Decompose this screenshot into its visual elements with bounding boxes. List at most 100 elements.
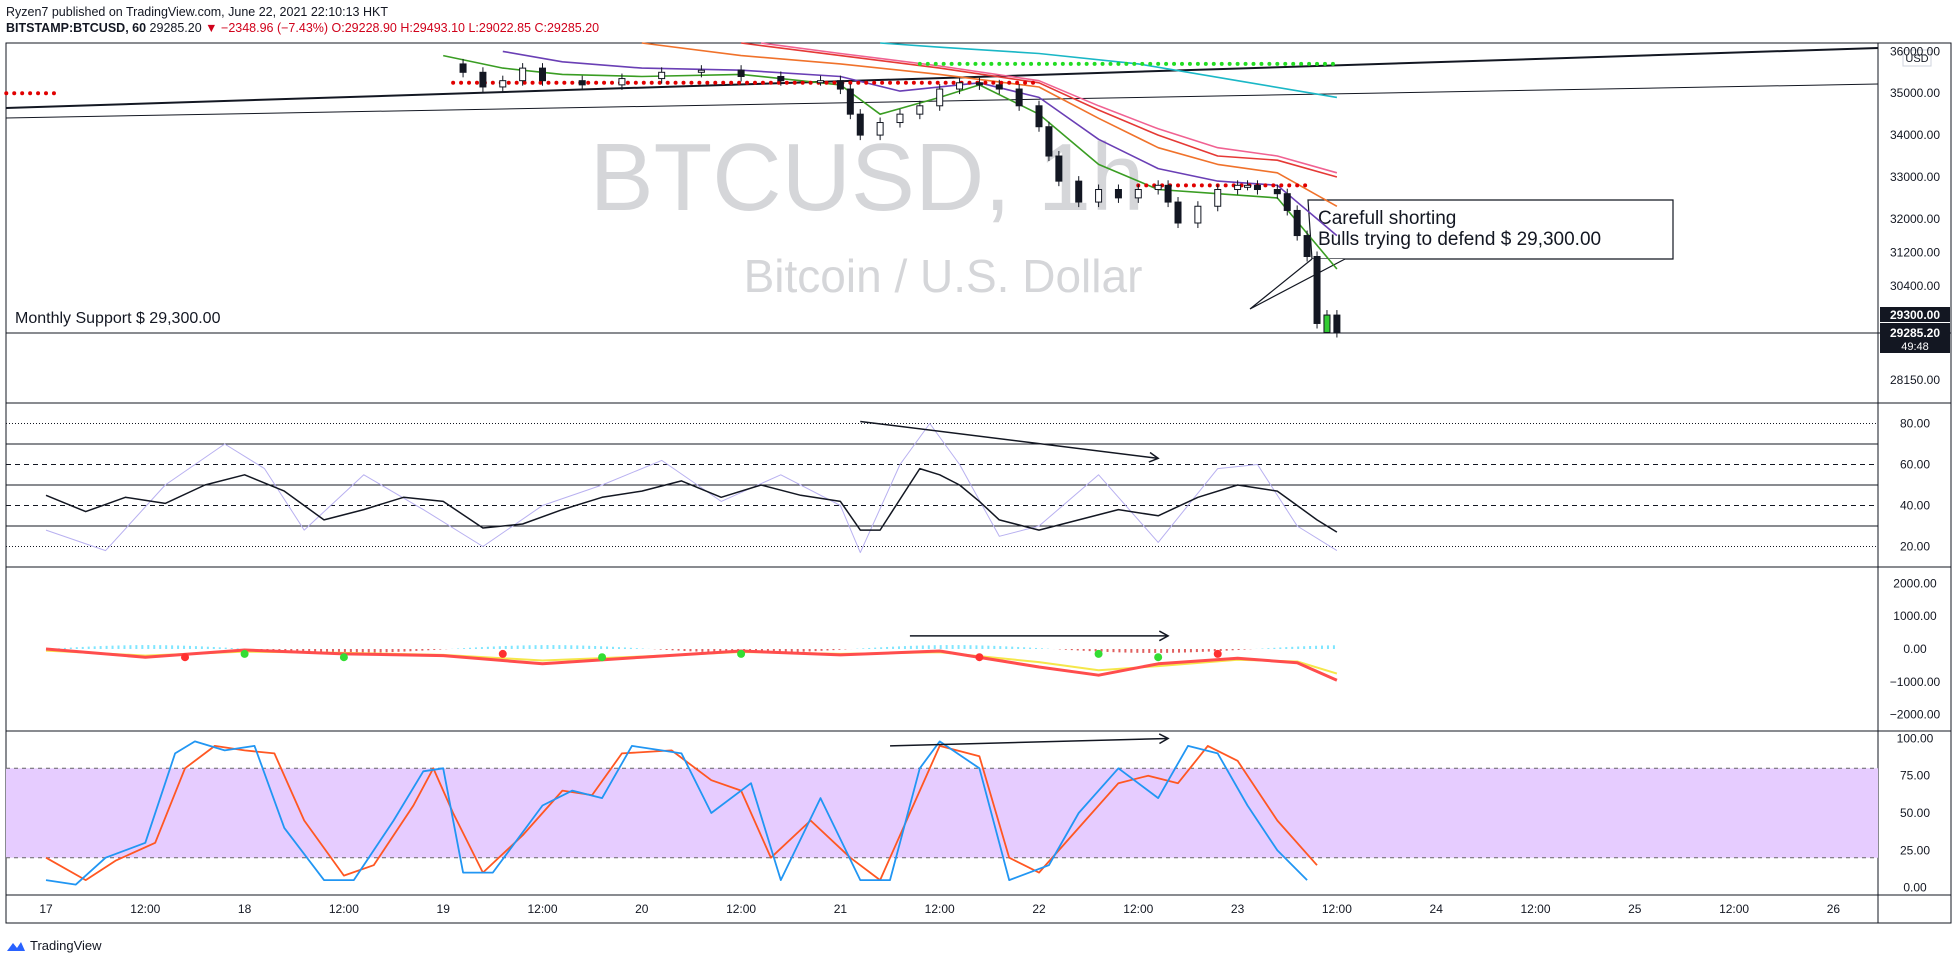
resistance-dot [1015, 80, 1020, 85]
macd-histogram-bar [814, 649, 817, 652]
macd-tick-label: 2000.00 [1893, 576, 1937, 590]
rsi-tick-label: 80.00 [1900, 417, 1930, 431]
macd-histogram-bar [439, 649, 442, 650]
tradingview-footer[interactable]: TradingView [6, 938, 102, 953]
macd-tick-label: −1000.00 [1890, 675, 1941, 689]
currency-badge[interactable] [1902, 49, 1932, 67]
currency-label: USD [1905, 53, 1928, 65]
resistance-dot [649, 80, 654, 85]
macd-histogram-bar [612, 646, 615, 649]
macd-histogram-bar [129, 645, 132, 649]
time-tick-label: 12:00 [527, 902, 557, 916]
resistance-dot [697, 80, 702, 85]
callout-line1: Carefull shorting [1318, 208, 1456, 229]
support-dot [1267, 61, 1272, 66]
watermark-subtitle: Bitcoin / U.S. Dollar [744, 250, 1143, 302]
support-dot [1243, 61, 1248, 66]
macd-histogram-bar [1023, 647, 1026, 649]
macd-histogram-bar [302, 649, 305, 652]
resistance-dot [1287, 183, 1292, 188]
candle-body [479, 71, 487, 88]
macd-histogram-bar [695, 649, 698, 652]
resistance-dot [586, 80, 591, 85]
macd-histogram-bar [421, 649, 424, 651]
support-dot [989, 61, 994, 66]
macd-histogram-bar [981, 645, 984, 649]
support-dot [997, 61, 1002, 66]
macd-histogram-bar [665, 649, 668, 650]
macd-histogram-bar [1183, 649, 1186, 653]
support-dot [1172, 61, 1177, 66]
resistance-dot [522, 80, 527, 85]
resistance-dot [1199, 183, 1204, 188]
macd-histogram-bar [552, 645, 555, 649]
resistance-dot [1279, 183, 1284, 188]
candle-body [995, 84, 1003, 90]
macd-histogram-bar [713, 649, 716, 653]
time-tick-label: 24 [1430, 902, 1444, 916]
macd-histogram-bar [159, 645, 162, 649]
macd-histogram-bar [921, 645, 924, 649]
resistance-dot [681, 80, 686, 85]
resistance-dot [490, 80, 495, 85]
macd-histogram-bar [480, 647, 483, 649]
trendline-upper[interactable] [5, 47, 1879, 109]
time-tick-label: 12:00 [925, 902, 955, 916]
resistance-dot [760, 80, 765, 85]
last-price: 29285.20 [149, 21, 202, 35]
macd-histogram-bar [600, 646, 603, 649]
macd-cross-dot [181, 653, 190, 662]
macd-histogram-bar [909, 645, 912, 649]
macd-histogram-bar [433, 649, 436, 650]
resistance-dot [554, 80, 559, 85]
support-dot [949, 61, 954, 66]
macd-histogram-bar [355, 649, 358, 653]
macd-histogram-bar [403, 649, 406, 652]
macd-histogram-bar [1267, 648, 1270, 649]
resistance-dot [657, 80, 662, 85]
support-dot [1068, 61, 1073, 66]
resistance-dot [665, 80, 670, 85]
macd-histogram-bar [409, 649, 412, 652]
resistance-dot [832, 80, 837, 85]
stoch-tick-label: 50.00 [1900, 806, 1930, 820]
resistance-dot [1191, 183, 1196, 188]
macd-histogram-bar [939, 645, 942, 649]
macd-histogram-bar [1178, 649, 1181, 653]
support-dot [1037, 61, 1041, 66]
macd-histogram-bar [1094, 649, 1097, 652]
candle-body [697, 69, 705, 73]
candle-body [1313, 255, 1321, 324]
candle-body [1244, 184, 1252, 188]
countdown-value: 49:48 [1901, 341, 1929, 353]
callout-pointer [1249, 258, 1346, 310]
macd-histogram-bar [1017, 646, 1020, 649]
stoch-d-line [45, 745, 1318, 881]
macd-histogram-bar [522, 645, 525, 649]
resistance-dot [1183, 183, 1188, 188]
time-tick-label: 19 [437, 902, 451, 916]
support-dot [965, 61, 970, 66]
macd-histogram-bar [1225, 649, 1228, 651]
candle-body [1293, 209, 1301, 237]
time-tick-label: 20 [635, 902, 649, 916]
time-tick-label: 17 [39, 902, 53, 916]
resistance-dot [872, 80, 877, 85]
macd-histogram-bar [1064, 649, 1067, 650]
macd-histogram-bar [397, 649, 400, 652]
macd-histogram-bar [683, 649, 686, 651]
macd-line [45, 647, 1338, 682]
support-dot [1005, 61, 1010, 66]
support-dot [1195, 61, 1200, 66]
macd-histogram-bar [1213, 649, 1216, 652]
macd-histogram-bar [463, 648, 466, 649]
resistance-dot [1007, 80, 1012, 85]
candle-body [1075, 180, 1083, 203]
support-dot [1211, 61, 1216, 66]
macd-histogram-bar [1326, 645, 1329, 649]
macd-histogram-bar [1106, 649, 1109, 652]
resistance-dot [943, 80, 948, 85]
callout-box[interactable] [1307, 199, 1674, 260]
macd-histogram-bar [629, 647, 632, 649]
